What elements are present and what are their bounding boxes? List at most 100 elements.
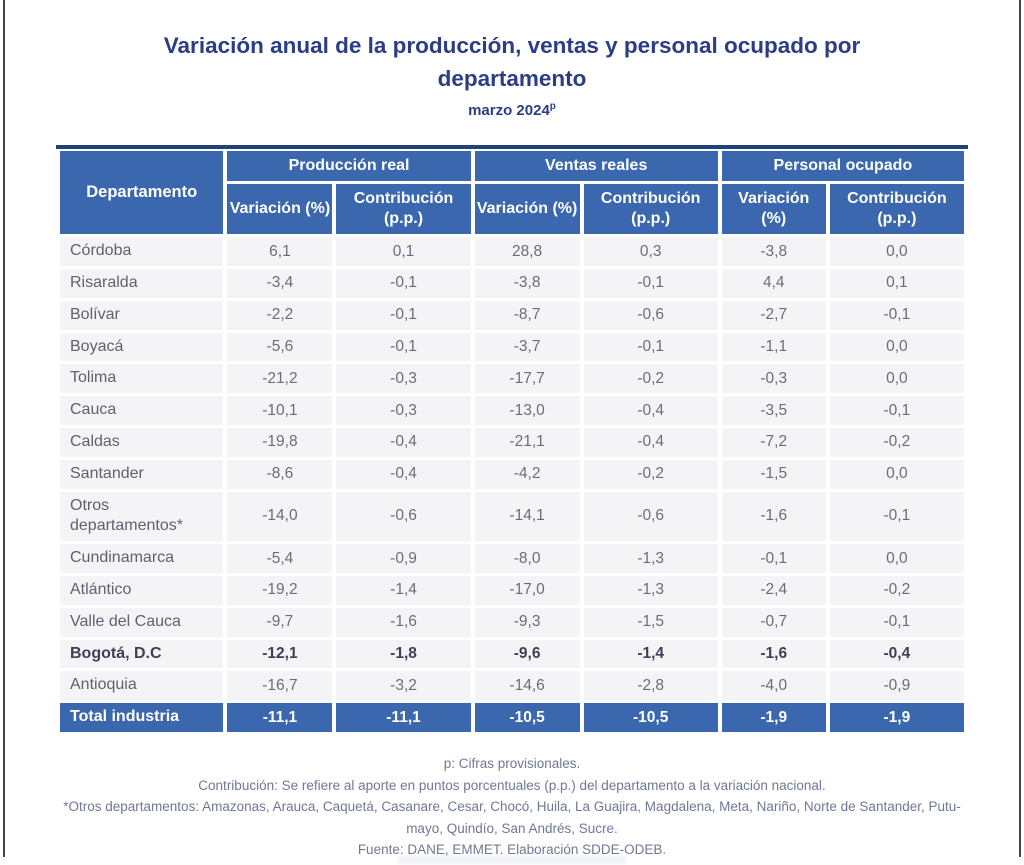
department-name: Boyacá	[60, 332, 224, 362]
value-cell: -5,4	[227, 544, 333, 574]
value-cell: -0,7	[721, 607, 826, 637]
data-table-container: Departamento Producción real Ventas reale…	[56, 145, 968, 735]
footnote-line-3: mayo, Quindío, San Andrés, Sucre.	[406, 820, 618, 836]
footnote-line-4: Fuente: DANE, EMMET. Elaboración SDDE-OD…	[357, 842, 667, 858]
department-name: Bolívar	[60, 300, 224, 330]
value-cell: -1,4	[336, 576, 471, 605]
value-cell: -2,2	[227, 300, 333, 330]
table-row: Atlántico -19,2 -1,4 -17,0 -1,3 -2,4 -0,2	[60, 576, 964, 605]
value-cell: -2,7	[721, 300, 826, 330]
subheader-2-0: Variación (%)	[721, 184, 826, 235]
value-cell: -0,4	[583, 428, 718, 457]
value-cell: -10,1	[227, 396, 333, 426]
value-cell: 0,1	[829, 269, 964, 298]
subtitle-text: marzo 2024	[468, 102, 550, 120]
value-cell: -1,9	[721, 703, 826, 732]
department-name: Risaralda	[60, 269, 224, 298]
table-row: Córdoba 6,1 0,1 28,8 0,3 -3,8 0,0	[60, 237, 964, 267]
value-cell: -11,1	[227, 703, 333, 732]
table-row: Boyacá -5,6 -0,1 -3,7 -0,1 -1,1 0,0	[60, 332, 964, 362]
value-cell: -12,1	[227, 639, 333, 669]
value-cell: -7,2	[721, 428, 826, 457]
header-sub-row: Variación (%) Contribución (p.p.) Variació…	[60, 184, 964, 235]
value-cell: 6,1	[227, 237, 333, 267]
value-cell: -0,2	[829, 428, 964, 457]
left-edge-border	[3, 0, 5, 857]
table-row: Bogotá, D.C -12,1 -1,8 -9,6 -1,4 -1,6 -0,4	[60, 639, 964, 669]
value-cell: -0,1	[829, 607, 964, 637]
department-name: Cauca	[60, 396, 224, 426]
value-cell: -3,2	[336, 671, 471, 701]
department-name: Caldas	[60, 428, 224, 457]
page-title: Variación anual de la producción, ventas…	[163, 33, 861, 91]
subtitle-superscript: p	[549, 101, 556, 113]
value-cell: -0,3	[336, 364, 471, 394]
department-name: Antioquia	[60, 671, 224, 701]
value-cell: -1,6	[721, 639, 826, 669]
value-cell: -9,3	[474, 607, 580, 637]
table-row: Santander -8,6 -0,4 -4,2 -0,2 -1,5 0,0	[60, 459, 964, 489]
value-cell: -1,3	[583, 576, 718, 605]
table-top-rule	[56, 145, 968, 150]
footnote-line-0: p: Cifras provisionales.	[443, 756, 581, 771]
table-body: Córdoba 6,1 0,1 28,8 0,3 -3,8 0,0 Risaralda -3,4…	[60, 237, 964, 732]
value-cell: -3,5	[721, 396, 826, 426]
value-cell: -9,6	[474, 639, 580, 669]
value-cell: -0,2	[583, 364, 718, 394]
department-name: Tolima	[60, 364, 224, 394]
value-cell: -17,7	[474, 364, 580, 394]
value-cell: 0,0	[829, 332, 964, 362]
value-cell: -0,1	[721, 544, 826, 574]
table-row: Caldas -19,8 -0,4 -21,1 -0,4 -7,2 -0,2	[60, 428, 964, 457]
data-table: Departamento Producción real Ventas reale…	[56, 148, 968, 735]
value-cell: 0,0	[829, 544, 964, 574]
value-cell: 0,0	[829, 364, 964, 394]
value-cell: -0,1	[336, 332, 471, 362]
value-cell: -14,6	[474, 671, 580, 701]
table-row: Bolívar -2,2 -0,1 -8,7 -0,6 -2,7 -0,1	[60, 300, 964, 330]
value-cell: 0,3	[583, 237, 718, 267]
value-cell: -1,5	[583, 607, 718, 637]
footnotes: p: Cifras provisionales. Contribución: Se…	[0, 753, 1024, 861]
value-cell: -0,2	[583, 459, 718, 489]
value-cell: -21,2	[227, 364, 333, 394]
value-cell: -1,1	[721, 332, 826, 362]
value-cell: -8,0	[474, 544, 580, 574]
value-cell: -0,9	[829, 671, 964, 701]
value-cell: 0,0	[829, 237, 964, 267]
department-name: Valle del Cauca	[60, 607, 224, 637]
value-cell: -0,1	[829, 491, 964, 542]
value-cell: 0,1	[336, 237, 471, 267]
value-cell: -14,0	[227, 491, 333, 542]
table-row: Otros departamentos* -14,0 -0,6 -14,1 -0,6 -1…	[60, 491, 964, 542]
value-cell: -0,3	[336, 396, 471, 426]
page-subtitle: marzo 2024p	[0, 101, 1024, 119]
value-cell: 4,4	[721, 269, 826, 298]
value-cell: -0,1	[829, 396, 964, 426]
value-cell: -3,7	[474, 332, 580, 362]
value-cell: -0,3	[721, 364, 826, 394]
header-group-row: Departamento Producción real Ventas reale…	[60, 151, 964, 235]
value-cell: -1,6	[336, 607, 471, 637]
right-edge-border	[1019, 0, 1021, 857]
value-cell: -0,4	[336, 428, 471, 457]
value-cell: -19,8	[227, 428, 333, 457]
value-cell: -0,4	[583, 396, 718, 426]
footnote-line-2: *Otros departamentos: Amazonas, Arauca, …	[63, 799, 961, 815]
department-name: Atlántico	[60, 576, 224, 605]
value-cell: -21,1	[474, 428, 580, 457]
value-cell: -0,2	[829, 576, 964, 605]
value-cell: -2,8	[583, 671, 718, 701]
value-cell: -2,4	[721, 576, 826, 605]
value-cell: -1,8	[336, 639, 471, 669]
table-row: Risaralda -3,4 -0,1 -3,8 -0,1 4,4 0,1	[60, 269, 964, 298]
value-cell: 28,8	[474, 237, 580, 267]
value-cell: -1,9	[829, 703, 964, 732]
value-cell: -0,1	[829, 300, 964, 330]
value-cell: -19,2	[227, 576, 333, 605]
total-row: Total industria -11,1 -11,1 -10,5 -10,5 -1,9-…	[60, 703, 964, 732]
value-cell: -10,5	[474, 703, 580, 732]
value-cell: -3,8	[474, 269, 580, 298]
value-cell: -3,4	[227, 269, 333, 298]
subheader-0-1: Contribución (p.p.)	[336, 184, 471, 235]
